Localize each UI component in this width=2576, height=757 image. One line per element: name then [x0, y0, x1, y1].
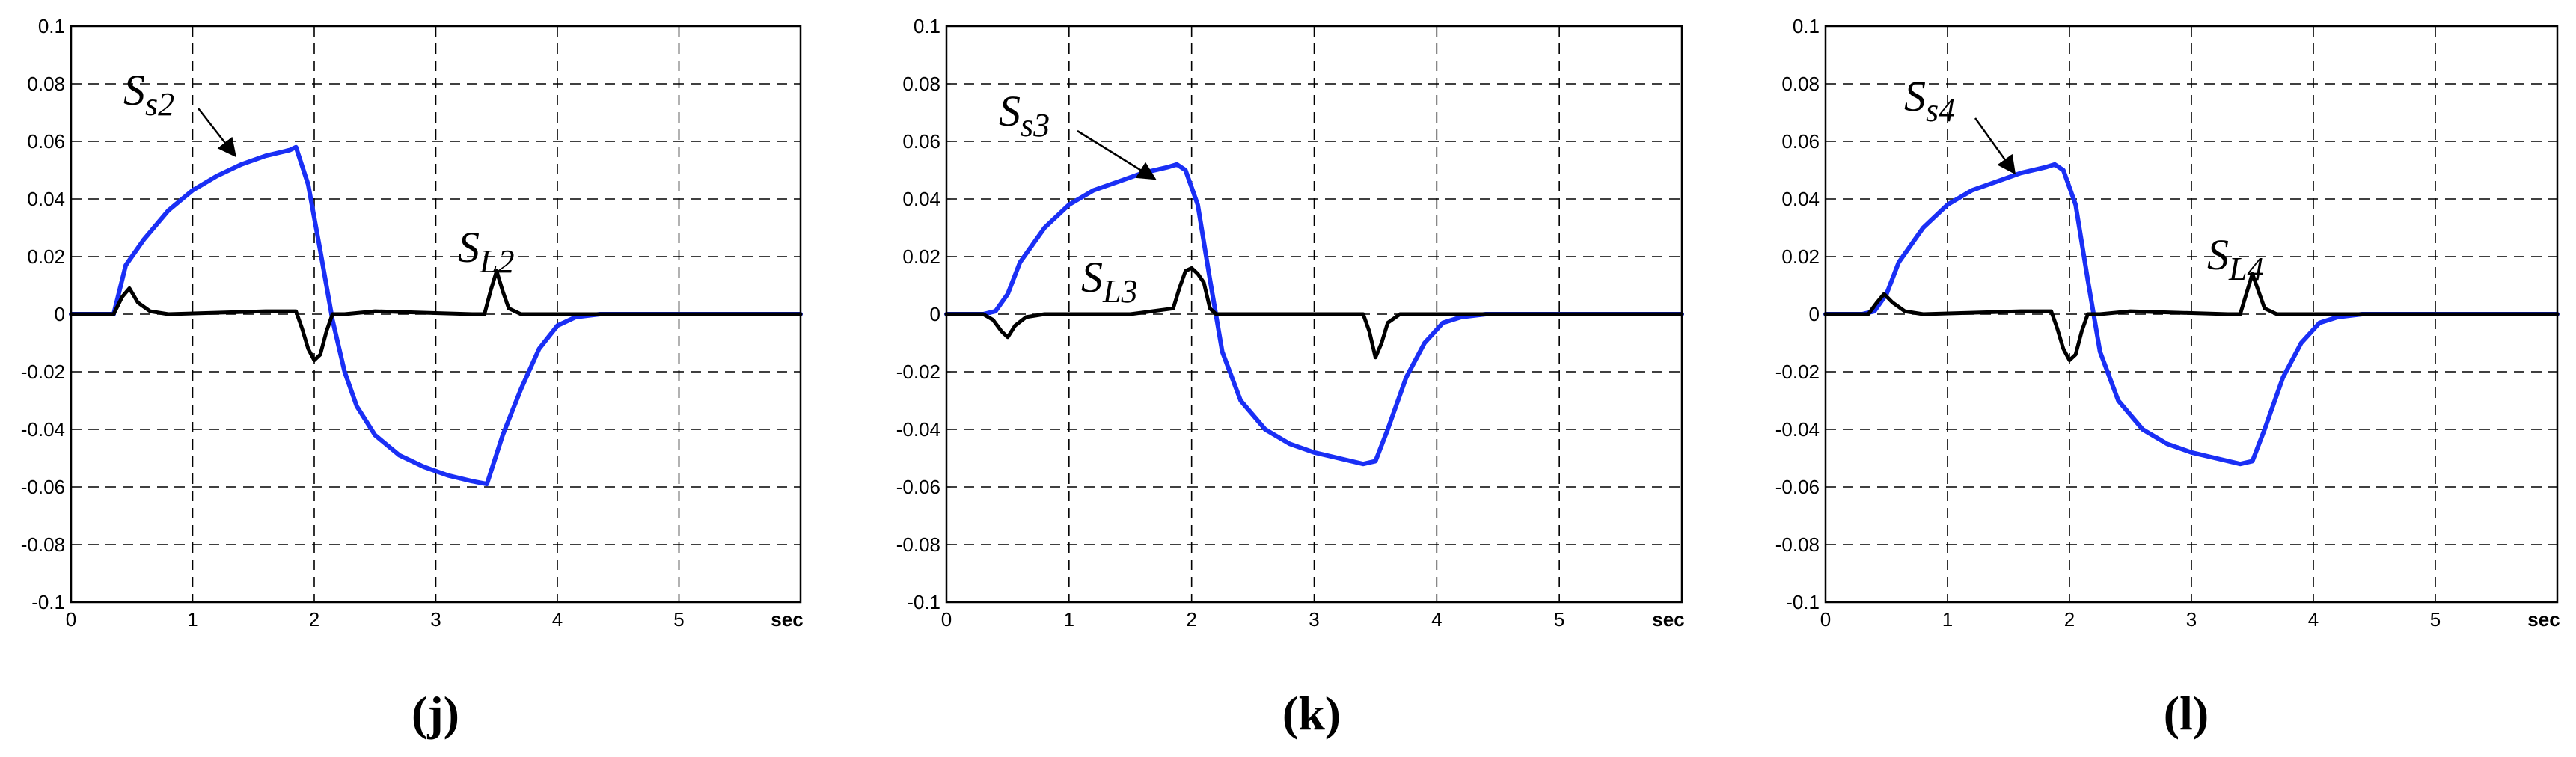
annotation-subscript: s4: [1926, 92, 1955, 129]
y-tick-label: -0.04: [1775, 418, 1820, 441]
y-tick-label: 0: [55, 303, 65, 325]
x-tick-label: 0: [66, 608, 76, 631]
y-tick-label: -0.08: [1775, 533, 1820, 556]
y-tick-label: 0.08: [27, 73, 65, 95]
annotation-main-symbol: S: [458, 223, 480, 272]
y-tick-label: -0.02: [21, 361, 65, 383]
y-tick-label: 0.06: [27, 130, 65, 153]
annotation-main-symbol: S: [999, 87, 1021, 135]
y-tick-label: -0.08: [896, 533, 940, 556]
y-tick-label: 0.06: [902, 130, 940, 153]
chart-panel-2: 0.1 0.08 0.06 0.04 0.02 0 -0.02 -0.04 -0.06 -0.08…: [896, 15, 1685, 740]
y-tick-label: -0.04: [896, 418, 940, 441]
series-line-black: [944, 266, 1684, 360]
series-line-black: [69, 269, 803, 363]
annotation-subscript: L2: [479, 243, 514, 280]
chart-panel-3: 0.1 0.08 0.06 0.04 0.02 0 -0.02 -0.04 -0.06 -0.08…: [1775, 15, 2560, 740]
x-tick-label: 3: [430, 608, 441, 631]
plot-frame: [945, 25, 1683, 604]
annotation-s4: Ss4: [1904, 72, 1955, 129]
y-tick-label: 0.02: [902, 245, 940, 268]
annotation-s2: Ss2: [123, 66, 174, 123]
annotation-s3: Ss3: [999, 87, 1050, 144]
x-tick-label: 4: [2308, 608, 2319, 631]
chart-panel-1: 0.1 0.08 0.06 0.04 0.02 0 -0.02 -0.04 -0.06 -0.08…: [21, 15, 804, 740]
panel-label: (k): [1282, 687, 1341, 740]
x-tick-label: 1: [187, 608, 198, 631]
annotation-l2: SL2: [458, 223, 514, 280]
plot-frame: [70, 25, 802, 604]
x-tick-label: 1: [1064, 608, 1074, 631]
y-tick-label: 0.08: [1781, 73, 1820, 95]
y-tick-label: 0.1: [1793, 15, 1820, 37]
x-axis-unit-label: sec: [2527, 608, 2560, 631]
x-tick-label: 3: [1309, 608, 1319, 631]
plot-frame: [1824, 25, 2559, 604]
x-tick-label: 5: [2430, 608, 2441, 631]
y-tick-label: 0.04: [1781, 188, 1820, 210]
y-tick-label: -0.02: [1775, 361, 1820, 383]
y-tick-label: -0.1: [1786, 591, 1820, 613]
annotation-main-symbol: S: [2207, 230, 2229, 279]
annotation-l4: SL4: [2207, 230, 2263, 287]
y-tick-label: -0.06: [896, 476, 940, 498]
x-tick-label: 4: [1431, 608, 1442, 631]
y-tick-label: -0.06: [1775, 476, 1820, 498]
x-axis-unit-label: sec: [771, 608, 803, 631]
y-tick-label: 0.02: [1781, 245, 1820, 268]
annotation-subscript: s3: [1021, 107, 1050, 144]
x-tick-label: 0: [1820, 608, 1831, 631]
annotation-l3: SL3: [1081, 253, 1137, 310]
series-line-blue: [69, 144, 803, 487]
x-tick-label: 0: [941, 608, 952, 631]
series-line-black: [1823, 272, 2560, 363]
y-tick-label: -0.08: [21, 533, 65, 556]
x-tick-label: 2: [1186, 608, 1196, 631]
annotation-main-symbol: S: [123, 66, 145, 114]
panel-label: (j): [412, 687, 459, 740]
y-tick-label: 0.1: [914, 15, 940, 37]
annotation-subscript: L3: [1102, 273, 1137, 310]
y-tick-label: 0.08: [902, 73, 940, 95]
y-tick-label: 0.04: [27, 188, 65, 210]
x-tick-label: 4: [552, 608, 563, 631]
x-axis-unit-label: sec: [1652, 608, 1684, 631]
annotation-arrow: [1077, 129, 1157, 180]
x-tick-label: 5: [1554, 608, 1564, 631]
y-tick-label: -0.1: [907, 591, 940, 613]
annotation-main-symbol: S: [1904, 72, 1926, 120]
y-tick-label: 0: [1809, 303, 1820, 325]
x-tick-label: 3: [2186, 608, 2197, 631]
annotation-subscript: s2: [145, 86, 174, 123]
y-tick-label: -0.06: [21, 476, 65, 498]
x-tick-label: 2: [309, 608, 319, 631]
annotation-arrow: [198, 108, 236, 158]
y-tick-label: -0.1: [31, 591, 65, 613]
x-tick-label: 5: [673, 608, 684, 631]
y-tick-label: 0: [930, 303, 940, 325]
y-tick-label: 0.02: [27, 245, 65, 268]
x-tick-label: 2: [2064, 608, 2075, 631]
panel-label: (l): [2164, 687, 2209, 740]
annotation-subscript: L4: [2228, 251, 2263, 287]
y-tick-label: 0.1: [38, 15, 65, 37]
y-tick-label: 0.04: [902, 188, 940, 210]
annotation-arrow: [1974, 117, 2016, 175]
annotation-main-symbol: S: [1081, 253, 1103, 301]
y-tick-label: -0.04: [21, 418, 65, 441]
y-tick-label: 0.06: [1781, 130, 1820, 153]
y-tick-label: -0.02: [896, 361, 940, 383]
x-tick-label: 1: [1942, 608, 1953, 631]
